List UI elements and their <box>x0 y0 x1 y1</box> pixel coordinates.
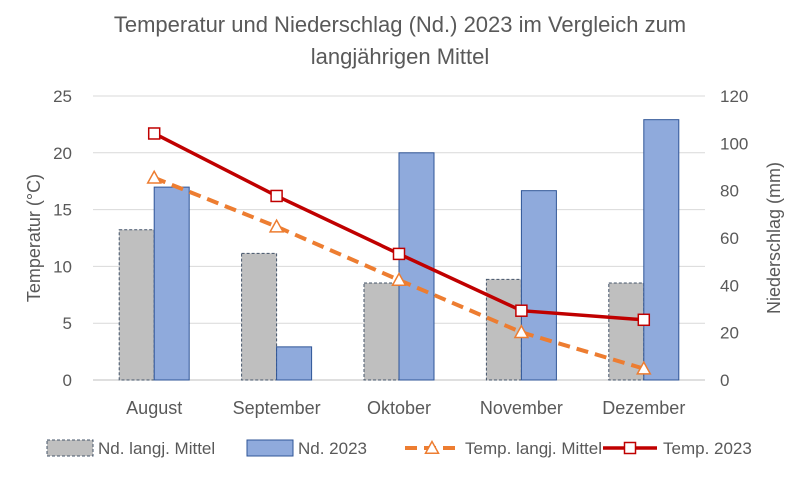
point-temp-2023 <box>147 127 161 140</box>
point-temp-langj-mittel <box>391 271 407 286</box>
legend-label: Nd. langj. Mittel <box>98 439 215 458</box>
left-tick-label: 25 <box>53 87 72 106</box>
point-temp-2023 <box>270 189 283 203</box>
point-temp-2023 <box>515 304 528 317</box>
left-axis-title: Temperatur (°C) <box>24 174 44 302</box>
right-tick-label: 80 <box>720 182 739 201</box>
bar-nd-langj-mittel <box>118 229 155 381</box>
left-tick-label: 20 <box>53 144 72 163</box>
point-temp-langj-mittel <box>513 324 530 339</box>
bar-nd-langj-mittel <box>241 252 278 381</box>
legend-label: Nd. 2023 <box>298 439 367 458</box>
right-tick-label: 60 <box>720 229 739 248</box>
category-label: November <box>480 398 563 418</box>
bar-nd-2023 <box>153 186 190 381</box>
chart-title-line-2: langjährigen Mittel <box>310 44 490 69</box>
bar-nd-langj-mittel <box>608 282 645 381</box>
right-tick-label: 0 <box>720 371 729 390</box>
right-tick-label: 100 <box>720 134 748 153</box>
point-temp-langj-mittel <box>268 218 285 233</box>
point-temp-2023 <box>392 247 406 261</box>
bar-nd-2023 <box>520 190 557 381</box>
legend-swatch-nd-langj-mittel <box>46 439 94 457</box>
legend-label: Temp. langj. Mittel <box>465 439 602 458</box>
right-tick-label: 120 <box>720 87 748 106</box>
legend-swatch-nd-2023 <box>246 439 294 457</box>
category-label: August <box>126 398 182 418</box>
line-temp-langj-mittel <box>153 175 645 371</box>
left-tick-label: 15 <box>53 201 72 220</box>
bar-nd-langj-mittel <box>363 282 400 381</box>
point-temp-2023 <box>637 313 651 327</box>
category-label: Oktober <box>367 398 431 418</box>
left-tick-label: 5 <box>63 314 72 333</box>
right-axis-title: Niederschlag (mm) <box>764 162 784 314</box>
left-tick-label: 0 <box>63 371 72 390</box>
right-tick-label: 40 <box>720 276 739 295</box>
point-temp-langj-mittel <box>146 169 162 184</box>
point-temp-langj-mittel <box>636 360 652 375</box>
chart-title-line-1: Temperatur und Niederschlag (Nd.) 2023 i… <box>113 12 687 37</box>
bar-nd-2023 <box>643 119 680 381</box>
right-tick-label: 20 <box>720 324 739 343</box>
category-label: September <box>233 398 321 418</box>
left-tick-label: 10 <box>53 257 72 276</box>
bar-nd-langj-mittel <box>485 278 522 381</box>
bar-nd-2023 <box>276 346 313 381</box>
legend-label: Temp. 2023 <box>663 439 752 458</box>
legend-marker-temp-2023 <box>623 441 637 455</box>
category-label: Dezember <box>602 398 685 418</box>
legend-marker-temp-langj-mittel <box>424 439 440 454</box>
